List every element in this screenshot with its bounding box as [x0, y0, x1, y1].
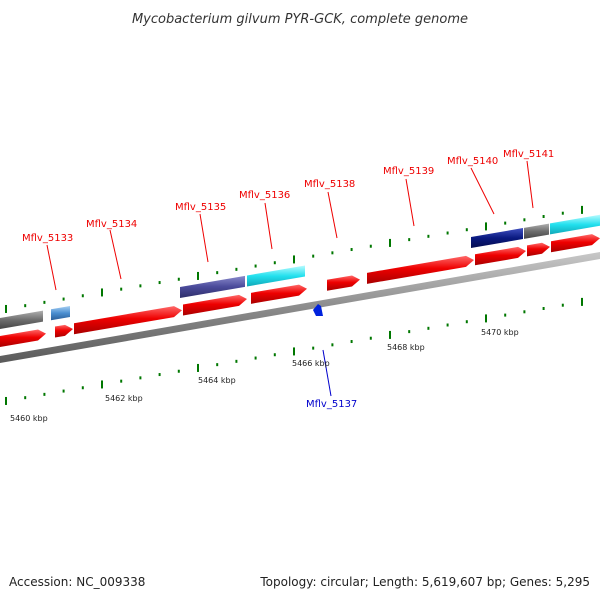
gene-block[interactable]: [51, 305, 70, 321]
kbp-label: 5470 kbp: [481, 328, 519, 337]
leader-line: [199, 213, 209, 263]
gene-block[interactable]: [180, 275, 245, 299]
kbp-label: 5466 kbp: [292, 359, 330, 368]
genome-backbone: [0, 252, 600, 363]
cds-arrow[interactable]: [251, 284, 307, 304]
reverse-gene-labels: Mflv_5137: [306, 399, 357, 410]
leader-line: [470, 167, 495, 215]
leader-line: [322, 349, 332, 397]
cds-arrow[interactable]: [0, 329, 46, 347]
map-title: Mycobacterium gilvum PYR-GCK, complete g…: [132, 12, 468, 27]
leader-line: [109, 229, 122, 280]
gene-block[interactable]: [550, 214, 600, 235]
cds-arrow[interactable]: [551, 234, 600, 253]
gene-label[interactable]: Mflv_5141: [503, 149, 554, 160]
accession-text: Accession: NC_009338: [9, 575, 145, 589]
cds-arrow[interactable]: [183, 294, 247, 316]
gene-block[interactable]: [471, 228, 523, 248]
leader-line: [264, 202, 273, 250]
gene-label[interactable]: Mflv_5138: [304, 179, 355, 190]
cds-arrow[interactable]: [367, 255, 474, 284]
leader-line: [46, 244, 57, 291]
kbp-label: 5460 kbp: [10, 414, 48, 423]
gene-block[interactable]: [524, 223, 549, 239]
cds-arrow[interactable]: [55, 324, 73, 338]
forward-gene-labels: Mflv_5133 Mflv_5134 Mflv_5135 Mflv_5136 …: [22, 149, 554, 244]
leader-line: [327, 191, 338, 239]
tick-marks-upper: [5, 205, 583, 313]
kbp-axis-labels: 5460 kbp 5462 kbp 5464 kbp 5466 kbp 5468…: [10, 328, 519, 423]
gene-block[interactable]: [0, 310, 43, 329]
gene-label[interactable]: Mflv_5136: [239, 190, 290, 201]
cds-arrow[interactable]: [74, 306, 182, 335]
gene-label[interactable]: Mflv_5133: [22, 233, 73, 244]
kbp-label: 5464 kbp: [198, 376, 236, 385]
kbp-label: 5468 kbp: [387, 343, 425, 352]
gene-label[interactable]: Mflv_5135: [175, 202, 226, 213]
tick-marks-lower: [5, 297, 583, 405]
gene-features: [0, 214, 600, 347]
gene-label[interactable]: Mflv_5139: [383, 166, 434, 177]
genome-summary-text: Topology: circular; Length: 5,619,607 bp…: [259, 575, 590, 589]
kbp-label: 5462 kbp: [105, 394, 143, 403]
cds-arrow[interactable]: [475, 246, 526, 266]
leader-line: [526, 160, 534, 209]
cds-arrow[interactable]: [327, 275, 360, 291]
reverse-gene-marker: [313, 304, 323, 316]
gene-block[interactable]: [247, 265, 305, 287]
cds-arrow[interactable]: [527, 242, 550, 257]
gene-label[interactable]: Mflv_5140: [447, 156, 498, 167]
gene-label[interactable]: Mflv_5137: [306, 399, 357, 410]
leader-line: [405, 178, 415, 227]
label-leader-lines: [46, 160, 534, 397]
gene-label[interactable]: Mflv_5134: [86, 219, 137, 230]
